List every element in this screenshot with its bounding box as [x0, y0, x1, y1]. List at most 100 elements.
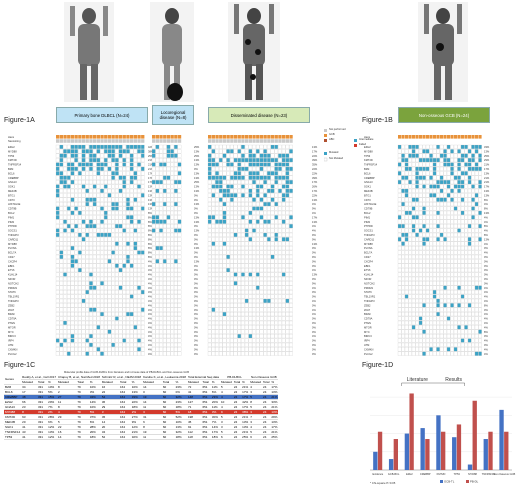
mutation-cell [103, 228, 108, 233]
mutation-cell [133, 303, 138, 308]
mutation-cell [81, 237, 86, 242]
mutation-cell [118, 180, 123, 185]
mutation-cell [118, 162, 123, 167]
mutation-cell [256, 329, 260, 334]
mutation-cell [237, 215, 242, 220]
mutation-cell [422, 303, 426, 308]
mutation-cell [446, 184, 451, 189]
percent-label: 0% [312, 321, 316, 325]
mutation-cell [460, 232, 465, 237]
mutation-cell [85, 232, 89, 237]
nanostring-cell [107, 139, 112, 143]
mutation-cell [244, 193, 249, 198]
hans-cell [230, 135, 234, 139]
mutation-cell [450, 144, 454, 149]
mutation-cell [411, 290, 416, 295]
table-cell: 60 [161, 384, 175, 390]
nanostring-cell [289, 139, 293, 143]
mutation-cell [248, 149, 253, 154]
mutation-cell [446, 307, 451, 312]
mutation-cell [126, 325, 130, 330]
mutation-cell [252, 298, 256, 303]
mutation-cell [453, 276, 458, 281]
mutation-cell [66, 166, 71, 171]
mutation-cell [474, 232, 479, 237]
mutation-cell [211, 294, 216, 299]
mutation-cell [85, 320, 89, 325]
table-cell: 7% [47, 404, 58, 410]
mutation-cell [422, 268, 426, 273]
mutation-cell [478, 193, 482, 198]
mutation-cell [285, 210, 290, 215]
mutation-cell [450, 153, 454, 158]
mutation-cell [103, 347, 108, 352]
mutation-cell [415, 338, 419, 343]
mutation-cell [259, 263, 264, 268]
mutation-cell [81, 232, 86, 237]
mutation-cell [443, 246, 447, 251]
nanostring-cell [93, 139, 97, 143]
mutation-cell [263, 193, 267, 198]
nanostring-cell [96, 139, 100, 143]
annotation-chi-square: * Chi-square P<0.05 [370, 481, 396, 485]
mutation-cell [439, 334, 444, 339]
mutation-cell [230, 193, 234, 198]
mutation-cell [267, 351, 271, 356]
mutation-cell [425, 149, 430, 154]
mutation-cell [155, 158, 160, 163]
mutation-cell [89, 232, 93, 237]
mutation-cell [418, 338, 423, 343]
mutation-cell [432, 171, 437, 176]
mutation-cell [248, 162, 253, 167]
mutation-cell [100, 338, 104, 343]
mutation-cell [207, 347, 212, 352]
table-cell: 331 [36, 419, 48, 425]
table-cell: 45 [186, 419, 202, 425]
mutation-cell [453, 215, 458, 220]
mutation-cell [219, 259, 223, 264]
mutation-cell [89, 342, 93, 347]
mutation-cell [471, 153, 475, 158]
mutation-cell [278, 153, 282, 158]
mutation-cell [129, 294, 134, 299]
mutation-cell [418, 149, 423, 154]
legend-swatch [323, 157, 328, 162]
table-cell: 148 [186, 394, 202, 400]
mutation-cell [155, 329, 160, 334]
mutation-cell [55, 241, 60, 246]
gene-label: CXMKN [364, 347, 373, 351]
table-cell: 6% [210, 389, 220, 395]
mutation-cell [252, 232, 256, 237]
nanostring-cell [126, 139, 130, 143]
gene-label: ETV6 [364, 268, 371, 272]
mutation-cell [151, 237, 156, 242]
mutation-cell [457, 224, 461, 229]
mutation-cell [263, 237, 267, 242]
mutation-cell [460, 188, 465, 193]
mutation-cell [151, 259, 156, 264]
mutation-cell [100, 219, 104, 224]
mutation-cell [274, 303, 279, 308]
mutation-cell [267, 166, 271, 171]
mutation-cell [230, 334, 234, 339]
mutation-cell [274, 263, 279, 268]
mutation-cell [237, 153, 242, 158]
mutation-cell [233, 272, 238, 277]
mutation-cell [96, 342, 101, 347]
mutation-cell [92, 342, 97, 347]
mutation-cell [89, 224, 93, 229]
mutation-cell [439, 285, 444, 290]
mutation-cell [411, 166, 416, 171]
mutation-cell [270, 303, 275, 308]
table-cell: 33% [130, 394, 143, 400]
mutation-cell [89, 171, 93, 176]
mutation-cell [408, 259, 412, 264]
mutation-cell [256, 171, 260, 176]
mutation-cell [103, 162, 108, 167]
mutation-cell [166, 325, 171, 330]
mutation-cell [401, 153, 405, 158]
mutation-cell [436, 290, 440, 295]
mutation-cell [244, 197, 249, 202]
mutation-cell [207, 171, 212, 176]
mutation-cell [244, 263, 249, 268]
